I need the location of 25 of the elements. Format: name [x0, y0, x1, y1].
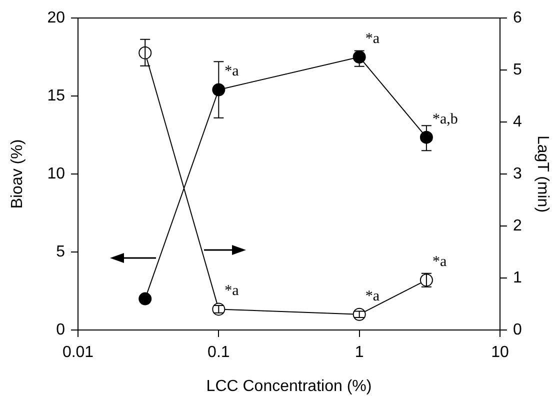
- annotation: *a: [365, 30, 380, 47]
- x-tick-label: 1: [354, 344, 364, 362]
- y-tick-label: 10: [47, 165, 66, 182]
- x-axis-title: LCC Concentration (%): [206, 378, 372, 395]
- annotation: *a: [432, 254, 447, 270]
- annotation: *a: [224, 283, 240, 300]
- y-tick-label: 15: [47, 87, 66, 104]
- x-tick-label: 10: [491, 344, 509, 362]
- y2-tick-label: 3: [513, 165, 522, 182]
- y2-tick-label: 6: [513, 9, 522, 26]
- y-tick-label: 20: [47, 9, 66, 26]
- annotation: *a,b: [432, 111, 458, 128]
- annotation: *a: [224, 64, 240, 80]
- y2-tick-label: 0: [513, 321, 522, 338]
- x-tick-label: 0.01: [62, 344, 94, 362]
- y-tick-label: 5: [56, 243, 66, 260]
- y2-tick-label: 5: [513, 61, 522, 78]
- y2-tick-label: 2: [513, 217, 522, 234]
- y2-tick-label: 4: [513, 113, 522, 130]
- y2-tick-label: 1: [513, 269, 522, 286]
- annotation: *a: [365, 288, 380, 304]
- y-tick-label: 0: [56, 321, 66, 338]
- x-tick-label: 0.1: [208, 344, 230, 362]
- y-axis-title: Bioav (%): [9, 139, 26, 209]
- y2-axis-title: LagT (min): [534, 135, 551, 213]
